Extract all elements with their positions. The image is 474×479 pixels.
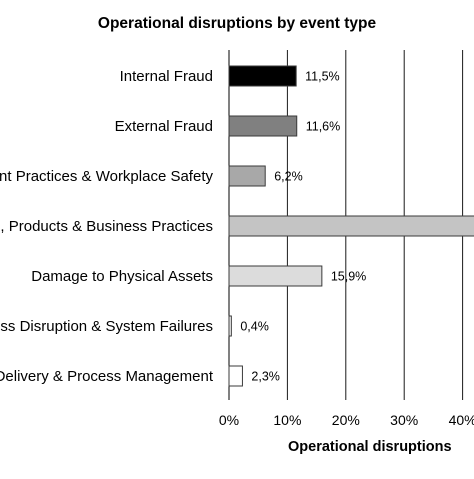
bar xyxy=(228,65,297,87)
chart-title: Operational disruptions by event type xyxy=(98,15,377,32)
category-label: Clients, Products & Business Practices xyxy=(0,218,213,235)
x-tick-label: 10% xyxy=(273,412,301,428)
data-label: 6,2% xyxy=(274,170,303,184)
data-labels: 11,5% 11,6% 6,2% 15,9% 0,4% 2,3% xyxy=(240,70,366,384)
data-label: 0,4% xyxy=(240,320,269,334)
category-labels: Internal Fraud External Fraud Employment P… xyxy=(0,68,214,385)
bar xyxy=(228,265,323,287)
x-tick-labels: 0% 10% 20% 30% 40% xyxy=(219,412,474,428)
x-tick-label: 0% xyxy=(219,412,239,428)
category-label: Business Disruption & System Failures xyxy=(0,318,213,335)
bar xyxy=(228,115,298,137)
bar xyxy=(228,165,266,187)
x-tick-label: 40% xyxy=(449,412,474,428)
bars xyxy=(228,65,474,387)
x-tick-label: 20% xyxy=(332,412,360,428)
x-tick-label: 30% xyxy=(390,412,418,428)
data-label: 2,3% xyxy=(251,370,280,384)
bar xyxy=(228,365,243,387)
category-label: Employment Practices & Workplace Safety xyxy=(0,168,213,185)
x-axis-title: Operational disruptions xyxy=(288,439,452,455)
data-label: 15,9% xyxy=(331,270,366,284)
category-label: External Fraud xyxy=(115,118,213,135)
data-label: 11,6% xyxy=(306,120,341,134)
data-label: 11,5% xyxy=(305,70,340,84)
category-label: Damage to Physical Assets xyxy=(31,268,213,285)
category-label: Internal Fraud xyxy=(120,68,213,85)
bar xyxy=(228,215,474,237)
bar xyxy=(228,315,232,337)
category-label: Execution, Delivery & Process Management xyxy=(0,368,214,385)
